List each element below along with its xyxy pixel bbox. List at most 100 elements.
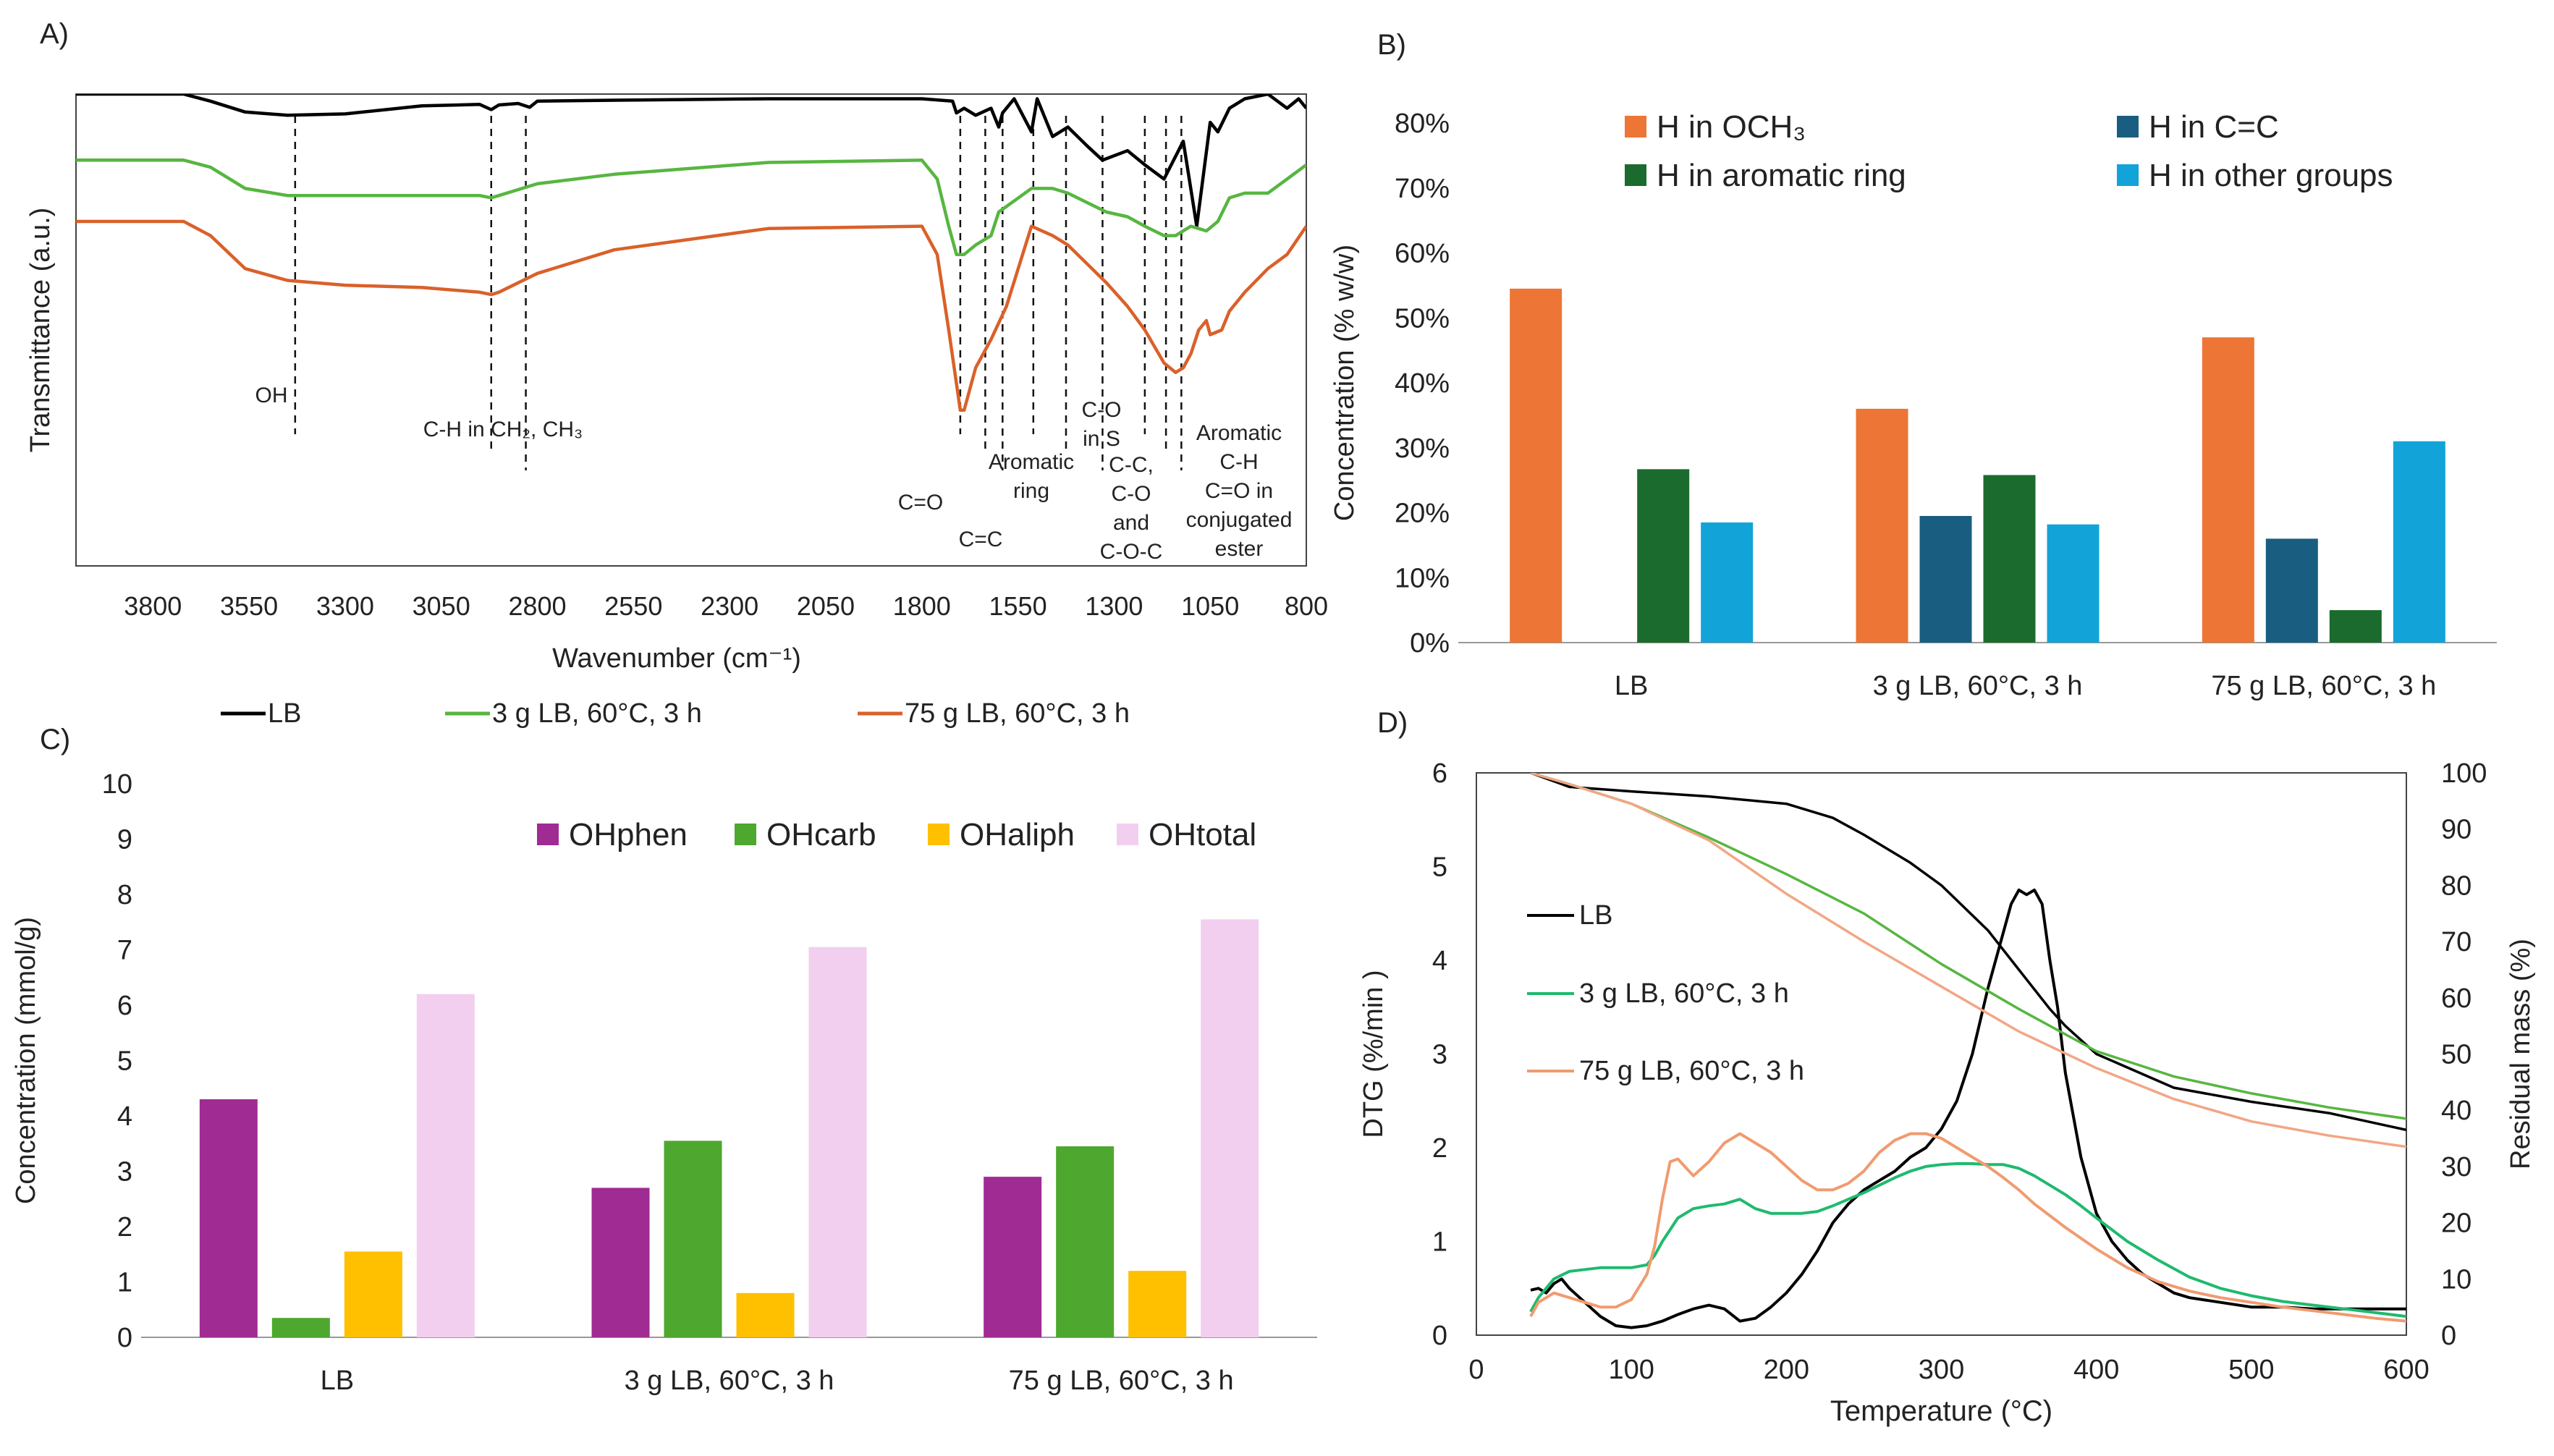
band-label: C-O-C: [1100, 540, 1163, 564]
y-axis-label: DTG (%/min ): [1358, 970, 1389, 1138]
category-label: 3 g LB, 60°C, 3 h: [625, 1366, 834, 1396]
series-line-3-g-lb-60-c-3-h: [76, 158, 1306, 256]
dtg-line-3-g-lb-60-c-3-h: [1529, 1162, 2406, 1319]
y-tick-label: 6: [117, 991, 132, 1021]
category-label: LB: [321, 1366, 354, 1396]
y-tick-label: 0: [117, 1323, 132, 1353]
y-tick-label: 40%: [1395, 368, 1450, 399]
y-tick-label: 2: [1432, 1133, 1447, 1164]
x-tick-label: 1300: [1085, 591, 1143, 621]
y2-tick-label: 60: [2441, 983, 2471, 1014]
panel-d-dtg-tg-curves: D)0 100 200 300 400 500 6000123456010203040506…: [1358, 707, 2536, 1427]
bar-ohtotal-3-g-lb-60-c-3-h: [808, 947, 867, 1337]
legend-swatch-h-in-other-groups: [2117, 164, 2139, 186]
series-line-lb: [76, 94, 1306, 228]
y-tick-label: 0%: [1410, 628, 1450, 659]
category-label: 3 g LB, 60°C, 3 h: [1873, 671, 2083, 701]
bar-h-in-aromatic-ring-3-g-lb-60-c-3-h: [1983, 475, 2036, 643]
y2-tick-label: 50: [2441, 1040, 2471, 1070]
y-axis-label: Transmittance (a.u.): [25, 208, 56, 453]
band-label: Aromatic: [1196, 421, 1282, 445]
band-label: C-C,: [1109, 453, 1154, 477]
bar-ohphen-lb: [199, 1099, 258, 1337]
band-label: ester: [1215, 537, 1264, 561]
plot-area-frame: [75, 93, 1307, 567]
y-tick-label: 60%: [1395, 239, 1450, 269]
y-tick-label: 8: [117, 880, 132, 910]
y-tick-label: 0: [1432, 1321, 1447, 1351]
y2-tick-label: 40: [2441, 1096, 2471, 1126]
category-label: 75 g LB, 60°C, 3 h: [2211, 671, 2436, 701]
y2-tick-label: 10: [2441, 1264, 2471, 1295]
legend-swatch-h-in-c-c: [2117, 116, 2139, 137]
legend-label-3-g-lb-60-c-3-h: 3 g LB, 60°C, 3 h: [492, 698, 702, 729]
tg-line-75-g-lb-60-c-3-h: [1530, 773, 2406, 1148]
bar-h-in-och-lb: [1510, 288, 1563, 643]
legend-label-h-in-other-groups: H in other groups: [2149, 158, 2393, 193]
legend-label-75-g-lb-60-c-3-h: 75 g LB, 60°C, 3 h: [905, 698, 1130, 729]
bar-ohaliph-3-g-lb-60-c-3-h: [736, 1292, 795, 1337]
bar-ohphen-3-g-lb-60-c-3-h: [591, 1188, 650, 1337]
y-tick-label: 10: [102, 769, 132, 800]
panel-c-hydroxyl-content-bar-chart: C) 0 1 2 3 4 5 6 7 8 9 10 Concentration (mmol/g) LB 3 …: [11, 724, 1317, 1396]
legend-label-h-in-och: H in OCH₃: [1657, 109, 1806, 145]
x-tick-label: 2800: [508, 591, 566, 621]
legend-label-3-g-lb-60-c-3-h: 3 g LB, 60°C, 3 h: [1579, 978, 1789, 1009]
y-tick-label: 9: [117, 825, 132, 855]
band-label: C-H in CH₂, CH₃: [423, 418, 583, 441]
category-label: LB: [1615, 671, 1648, 701]
x-tick-label: 100: [1608, 1355, 1654, 1385]
y-tick-label: 5: [117, 1046, 132, 1077]
band-label: C-O: [1112, 482, 1151, 506]
y2-tick-label: 80: [2441, 871, 2471, 901]
tg-line-lb: [1530, 773, 2406, 1132]
panel-label: B): [1377, 29, 1406, 61]
band-label: OH: [255, 384, 288, 407]
y-tick-label: 6: [1432, 758, 1447, 789]
y-tick-label: 4: [1432, 946, 1447, 976]
y-tick-label: 2: [117, 1212, 132, 1243]
legend-label-lb: LB: [1579, 900, 1612, 931]
legend-label-ohtotal: OHtotal: [1149, 817, 1256, 852]
bar-ohphen-75-g-lb-60-c-3-h: [984, 1177, 1042, 1337]
y-axis-label: Concentration (% w/w): [1329, 245, 1360, 521]
bar-ohaliph-75-g-lb-60-c-3-h: [1128, 1271, 1187, 1337]
legend-swatch-ohaliph: [928, 824, 950, 845]
bar-h-in-aromatic-ring-75-g-lb-60-c-3-h: [2329, 610, 2382, 643]
x-tick-label: 600: [2383, 1355, 2429, 1385]
legend-swatch-ohphen: [537, 824, 559, 845]
x-tick-label: 200: [1764, 1355, 1809, 1385]
x-axis-label: Temperature (°C): [1830, 1395, 2052, 1427]
y2-tick-label: 30: [2441, 1152, 2471, 1182]
bar-ohcarb-lb: [271, 1318, 330, 1337]
x-tick-label: 2300: [701, 591, 758, 621]
x-axis-label: Wavenumber (cm⁻¹): [552, 643, 801, 674]
band-label: C=O in: [1205, 479, 1273, 503]
x-tick-label: 3050: [413, 591, 470, 621]
panel-b-proton-distribution-bar-chart: B) 0% 10% 20% 30% 40% 50% 60% 70% 80% Concentratio…: [1329, 29, 2497, 701]
bar-h-in-c-c-75-g-lb-60-c-3-h: [2265, 538, 2318, 643]
panel-label: D): [1377, 707, 1408, 739]
x-tick-label: 1800: [893, 591, 951, 621]
legend-label-h-in-c-c: H in C=C: [2149, 109, 2279, 145]
series-line-75-g-lb-60-c-3-h: [76, 219, 1306, 412]
y-tick-label: 30%: [1395, 433, 1450, 464]
bar-h-in-och-3-g-lb-60-c-3-h: [1856, 408, 1908, 643]
y-tick-label: 3: [1432, 1040, 1447, 1070]
y-tick-label: 3: [117, 1157, 132, 1188]
legend-label-ohcarb: OHcarb: [766, 817, 876, 852]
x-tick-label: 1050: [1181, 591, 1239, 621]
band-label: and: [1113, 511, 1149, 535]
x-tick-label: 3300: [316, 591, 374, 621]
band-label: conjugated: [1186, 508, 1293, 532]
y-tick-label: 10%: [1395, 563, 1450, 593]
bar-ohtotal-75-g-lb-60-c-3-h: [1201, 919, 1259, 1337]
bar-ohcarb-3-g-lb-60-c-3-h: [664, 1140, 722, 1337]
legend-swatch-ohcarb: [735, 824, 756, 845]
x-tick-label: 800: [1285, 591, 1328, 621]
bar-ohaliph-lb: [344, 1251, 402, 1337]
y2-axis-label: Residual mass (%): [2506, 939, 2536, 1169]
bar-h-in-other-groups-3-g-lb-60-c-3-h: [2047, 524, 2100, 643]
y-tick-label: 7: [117, 936, 132, 966]
